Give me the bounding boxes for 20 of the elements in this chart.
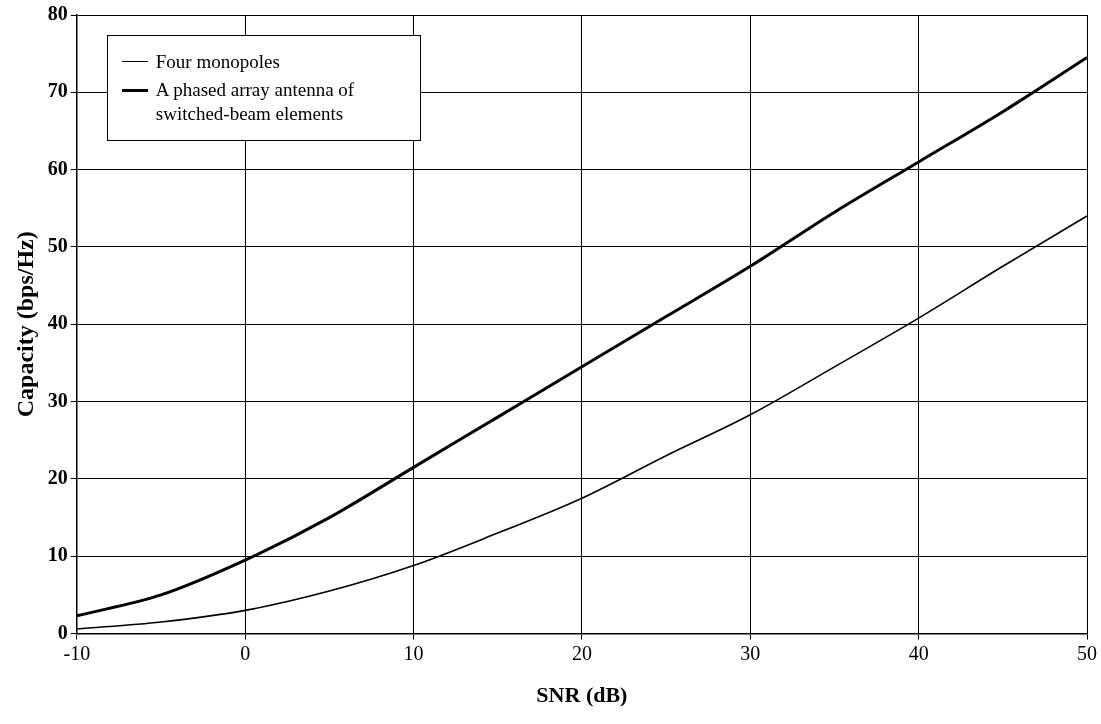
y-tick-label: 70 [47,79,68,102]
x-tick-label: 10 [403,641,424,664]
x-tick-label: -10 [63,641,91,664]
y-tick-label: 40 [47,311,68,334]
x-axis-title: SNR (dB) [536,682,628,708]
x-tick-label: 20 [571,641,592,664]
y-tick-label: 0 [57,620,68,643]
x-tick-label: 30 [740,641,761,664]
y-tick-label: 60 [47,156,68,179]
x-tick-label: 50 [1077,641,1097,664]
legend-label: A phased array antenna of switched-beam elements [155,78,356,126]
y-tick-label: 30 [47,388,68,411]
y-tick-label: 10 [47,543,68,566]
y-axis-title: Capacity (bps/Hz) [11,231,38,418]
y-tick-label: 20 [47,466,68,489]
legend-label: Four monopoles [155,50,280,74]
x-tick-label: 0 [240,641,251,664]
y-tick-label: 80 [47,2,68,25]
x-tick-label: 40 [908,641,929,664]
y-tick-label: 50 [47,234,68,257]
